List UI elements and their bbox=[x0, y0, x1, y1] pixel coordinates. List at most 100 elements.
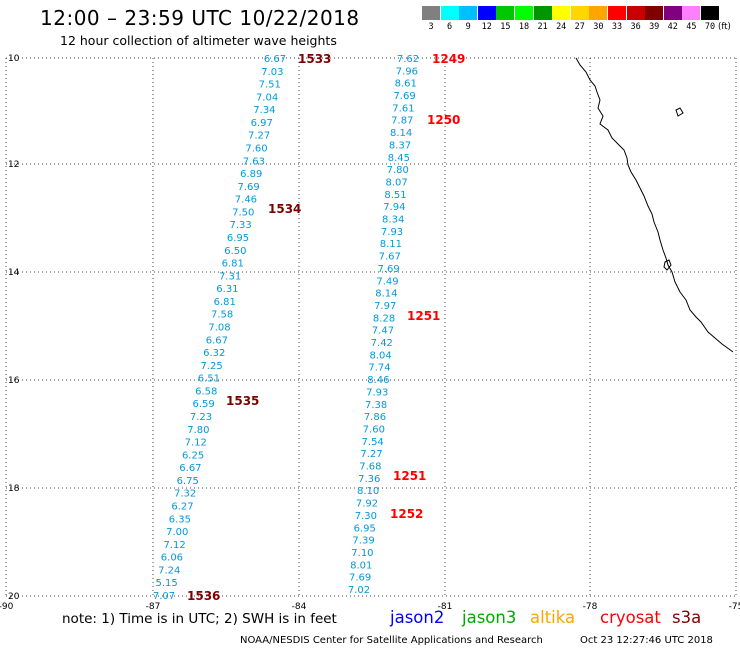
wave-height-value: 8.46 bbox=[367, 375, 389, 386]
legend-swatch bbox=[422, 6, 440, 20]
legend-level: 45 bbox=[686, 22, 697, 32]
pass-time-label: 1535 bbox=[226, 394, 259, 408]
legend-level: 24 bbox=[556, 22, 567, 32]
wave-height-value: 7.80 bbox=[387, 165, 409, 176]
satellite-jason2: jason2 bbox=[390, 608, 445, 627]
credit-line: NOAA/NESDIS Center for Satellite Applica… bbox=[240, 635, 543, 646]
legend-swatch bbox=[626, 6, 645, 20]
wave-height-value: 6.97 bbox=[251, 118, 273, 129]
wave-height-value: 7.97 bbox=[374, 301, 396, 312]
longitude-label: -84 bbox=[292, 602, 307, 612]
legend-swatch bbox=[552, 6, 571, 20]
wave-height-value: 7.69 bbox=[237, 182, 259, 193]
pass-time-label: 1533 bbox=[298, 52, 331, 66]
wave-height-value: 6.67 bbox=[179, 463, 201, 474]
longitude-label: -78 bbox=[583, 602, 598, 612]
wave-height-value: 7.50 bbox=[232, 207, 254, 218]
wave-height-value: 7.12 bbox=[163, 540, 185, 551]
wave-height-value: 8.51 bbox=[384, 190, 406, 201]
satellite-cryosat: cryosat bbox=[600, 608, 661, 627]
wave-height-value: 7.74 bbox=[368, 363, 390, 374]
pass-time-label: 1251 bbox=[393, 469, 426, 483]
legend-swatch bbox=[533, 6, 552, 20]
wave-height-value: 7.04 bbox=[256, 92, 278, 103]
legend-swatch bbox=[477, 6, 496, 20]
wave-height-value: 8.45 bbox=[388, 153, 410, 164]
wave-height-value: 8.37 bbox=[389, 140, 411, 151]
wave-height-value: 7.60 bbox=[245, 144, 267, 155]
wave-height-value: 7.69 bbox=[377, 264, 399, 275]
legend-level: 33 bbox=[611, 22, 623, 32]
wave-height-value: 8.14 bbox=[390, 128, 412, 139]
wave-height-value: 6.81 bbox=[222, 259, 244, 270]
wave-height-value: 7.33 bbox=[230, 220, 252, 231]
legend-swatch bbox=[608, 6, 626, 20]
wave-height-value: 8.11 bbox=[380, 239, 402, 250]
legend-swatch bbox=[645, 6, 664, 20]
wave-height-value: 7.08 bbox=[208, 323, 230, 334]
map-grid bbox=[5, 57, 737, 597]
legend-swatch bbox=[515, 6, 533, 20]
legend-swatch bbox=[663, 6, 682, 20]
map-title: 12:00 – 23:59 UTC 10/22/2018 bbox=[40, 6, 360, 30]
wave-height-value: 8.01 bbox=[350, 560, 372, 571]
satellite-s3a: s3a bbox=[672, 608, 702, 627]
wave-height-value: 7.36 bbox=[358, 474, 380, 485]
legend-level: 36 bbox=[630, 22, 641, 32]
wave-height-value: 7.39 bbox=[352, 536, 374, 547]
wave-height-value: 7.54 bbox=[362, 437, 384, 448]
wave-height-value: 7.38 bbox=[365, 400, 387, 411]
wave-height-value: 7.42 bbox=[371, 338, 393, 349]
wave-height-value: 7.24 bbox=[158, 565, 180, 576]
wave-height-value: 6.31 bbox=[216, 284, 238, 295]
wave-height-value: 7.94 bbox=[383, 202, 405, 213]
pass-time-label: 1536 bbox=[187, 589, 220, 603]
legend-swatch bbox=[570, 6, 589, 20]
pass-time-label: 1249 bbox=[432, 52, 465, 66]
axis-labels: 10 12 14 16 18 20-90 -87 -84 -81 -78 -75 bbox=[0, 54, 740, 612]
pass-time-label: 1252 bbox=[390, 507, 423, 521]
legend-level: 39 bbox=[649, 22, 660, 32]
island bbox=[675, 107, 684, 117]
longitude-label: -90 bbox=[0, 602, 14, 612]
legend-level: 9 bbox=[465, 22, 471, 32]
wave-height-value: 6.67 bbox=[264, 54, 286, 65]
wave-height-value: 7.23 bbox=[190, 412, 212, 423]
pass-time-labels: 1533 1534 1535 1536 1249 1250 1251 1251 1252 bbox=[187, 52, 465, 603]
latitude-label: 18 bbox=[8, 484, 20, 494]
legend-level: 12 bbox=[481, 22, 492, 32]
island bbox=[663, 259, 672, 271]
legend-swatch bbox=[440, 6, 459, 20]
wave-height-value: 7.00 bbox=[166, 527, 188, 538]
wave-height-value: 6.58 bbox=[195, 386, 217, 397]
pass-time-label: 1251 bbox=[407, 309, 440, 323]
legend-level: 3 bbox=[428, 22, 434, 32]
wave-height-value: 8.34 bbox=[382, 215, 404, 226]
satellite-altika: altika bbox=[530, 608, 576, 627]
wave-height-value: 5.15 bbox=[156, 578, 178, 589]
wave-height-value: 7.63 bbox=[243, 156, 265, 167]
wave-height-value: 7.25 bbox=[200, 361, 222, 372]
legend-level: 42 bbox=[667, 22, 678, 32]
wave-height-value: 8.07 bbox=[385, 177, 407, 188]
coastline bbox=[575, 57, 734, 353]
wave-height-value: 7.49 bbox=[376, 276, 398, 287]
wave-height-value: 7.34 bbox=[253, 105, 275, 116]
latitude-label: 10 bbox=[8, 54, 20, 64]
wave-height-value: 6.35 bbox=[169, 514, 191, 525]
latitude-label: 16 bbox=[8, 376, 20, 386]
wave-height-value: 7.31 bbox=[219, 271, 241, 282]
legend-level: 15 bbox=[500, 22, 511, 32]
wave-height-value: 7.67 bbox=[379, 252, 401, 263]
wave-height-value: 7.92 bbox=[356, 499, 378, 510]
legend-level: 21 bbox=[537, 22, 548, 32]
legend-swatch bbox=[701, 6, 719, 20]
wave-height-value: 6.27 bbox=[171, 502, 193, 513]
wave-height-value: 7.03 bbox=[261, 67, 283, 78]
legend-level: 70 bbox=[704, 22, 716, 32]
wave-height-value: 7.69 bbox=[393, 91, 415, 102]
wave-height-value: 7.46 bbox=[235, 195, 257, 206]
wave-height-value: 8.61 bbox=[395, 79, 417, 90]
wave-height-value: 7.07 bbox=[153, 591, 175, 602]
